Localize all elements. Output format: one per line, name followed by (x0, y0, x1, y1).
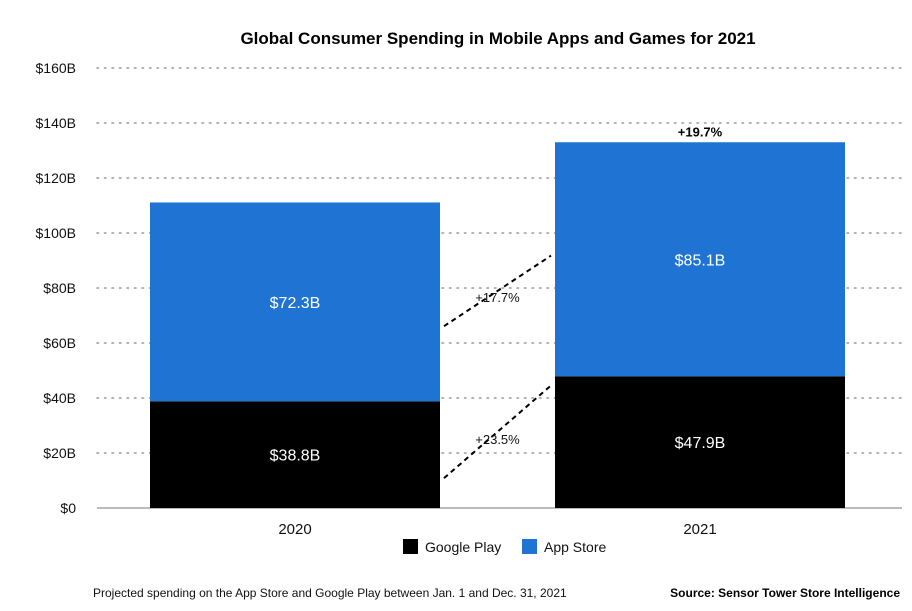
total-growth-label: +19.7% (678, 124, 723, 139)
app-store-growth-label: +17.7% (475, 290, 520, 305)
bar-value-label: $85.1B (675, 252, 726, 269)
y-tick-label: $60B (43, 335, 76, 351)
bar-value-label: $72.3B (270, 295, 321, 312)
bar-value-label: $38.8B (270, 448, 321, 465)
google-play-growth-label: +23.5% (475, 432, 520, 447)
legend-label-app-store: App Store (544, 539, 606, 555)
bar-app-store-2020 (150, 202, 440, 402)
y-tick-label: $160B (36, 60, 76, 76)
footer-note: Projected spending on the App Store and … (93, 586, 567, 600)
google-play-growth-connector (443, 384, 552, 479)
x-tick-label: 2020 (278, 521, 311, 538)
bar-value-label: $47.9B (675, 435, 726, 452)
legend-label-google-play: Google Play (425, 539, 501, 555)
bar-app-store-2021 (555, 142, 845, 377)
legend-swatch-google-play (403, 539, 418, 554)
bar-google-play-2021 (555, 376, 845, 508)
app-store-growth-connector (443, 254, 552, 328)
y-tick-label: $40B (43, 390, 76, 406)
chart-title: Global Consumer Spending in Mobile Apps … (240, 29, 755, 48)
y-tick-label: $0 (60, 500, 76, 516)
y-tick-label: $120B (36, 170, 76, 186)
y-tick-label: $100B (36, 225, 76, 241)
y-tick-label: $140B (36, 115, 76, 131)
x-tick-label: 2021 (683, 521, 716, 538)
legend-swatch-app-store (522, 539, 537, 554)
bar-google-play-2020 (150, 401, 440, 508)
y-tick-label: $20B (43, 445, 76, 461)
footer-source: Source: Sensor Tower Store Intelligence (670, 586, 900, 600)
y-tick-label: $80B (43, 280, 76, 296)
